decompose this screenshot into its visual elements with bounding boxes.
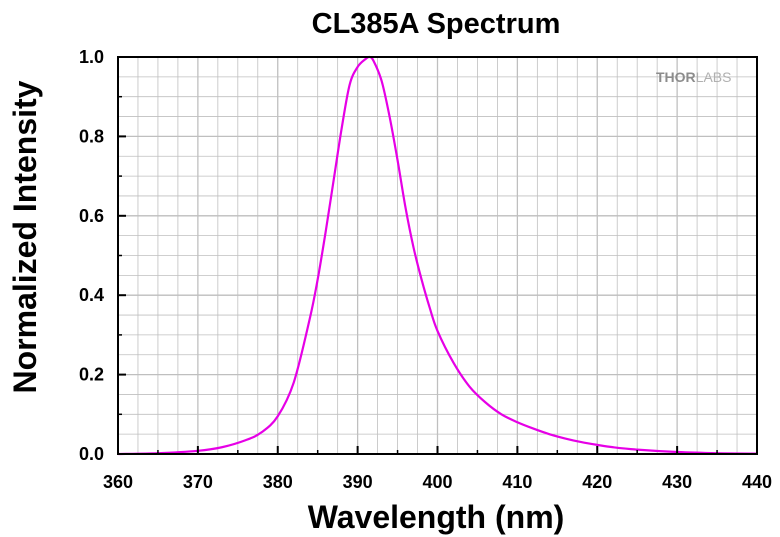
thorlabs-logo: THORLABS [656,69,731,85]
svg-text:THORLABS: THORLABS [656,69,731,85]
x-tick-label: 400 [422,472,452,492]
x-axis-label: Wavelength (nm) [308,499,565,535]
x-tick-label: 430 [662,472,692,492]
x-tick-label: 420 [582,472,612,492]
y-tick-label: 0.2 [79,365,104,385]
axis-ticks [117,56,758,455]
logo-part1: THOR [656,69,696,85]
x-tick-label: 380 [263,472,293,492]
grid [118,57,757,454]
y-axis-label: Normalized Intensity [7,80,43,393]
y-tick-label: 0.0 [79,444,104,464]
logo-part2: LABS [696,69,732,85]
tick-labels: 360 370 380 390 400 410 420 430 440 0.0 0.2 0.4 0.6 0… [79,47,772,492]
x-tick-label: 440 [742,472,772,492]
x-tick-label: 410 [502,472,532,492]
y-tick-label: 0.8 [79,126,104,146]
series-line [117,55,758,456]
y-tick-label: 0.6 [79,206,104,226]
x-tick-label: 370 [183,472,213,492]
y-tick-label: 1.0 [79,47,104,67]
y-tick-label: 0.4 [79,285,104,305]
chart-title: CL385A Spectrum [312,8,561,40]
x-tick-label: 360 [103,472,133,492]
x-tick-label: 390 [343,472,373,492]
